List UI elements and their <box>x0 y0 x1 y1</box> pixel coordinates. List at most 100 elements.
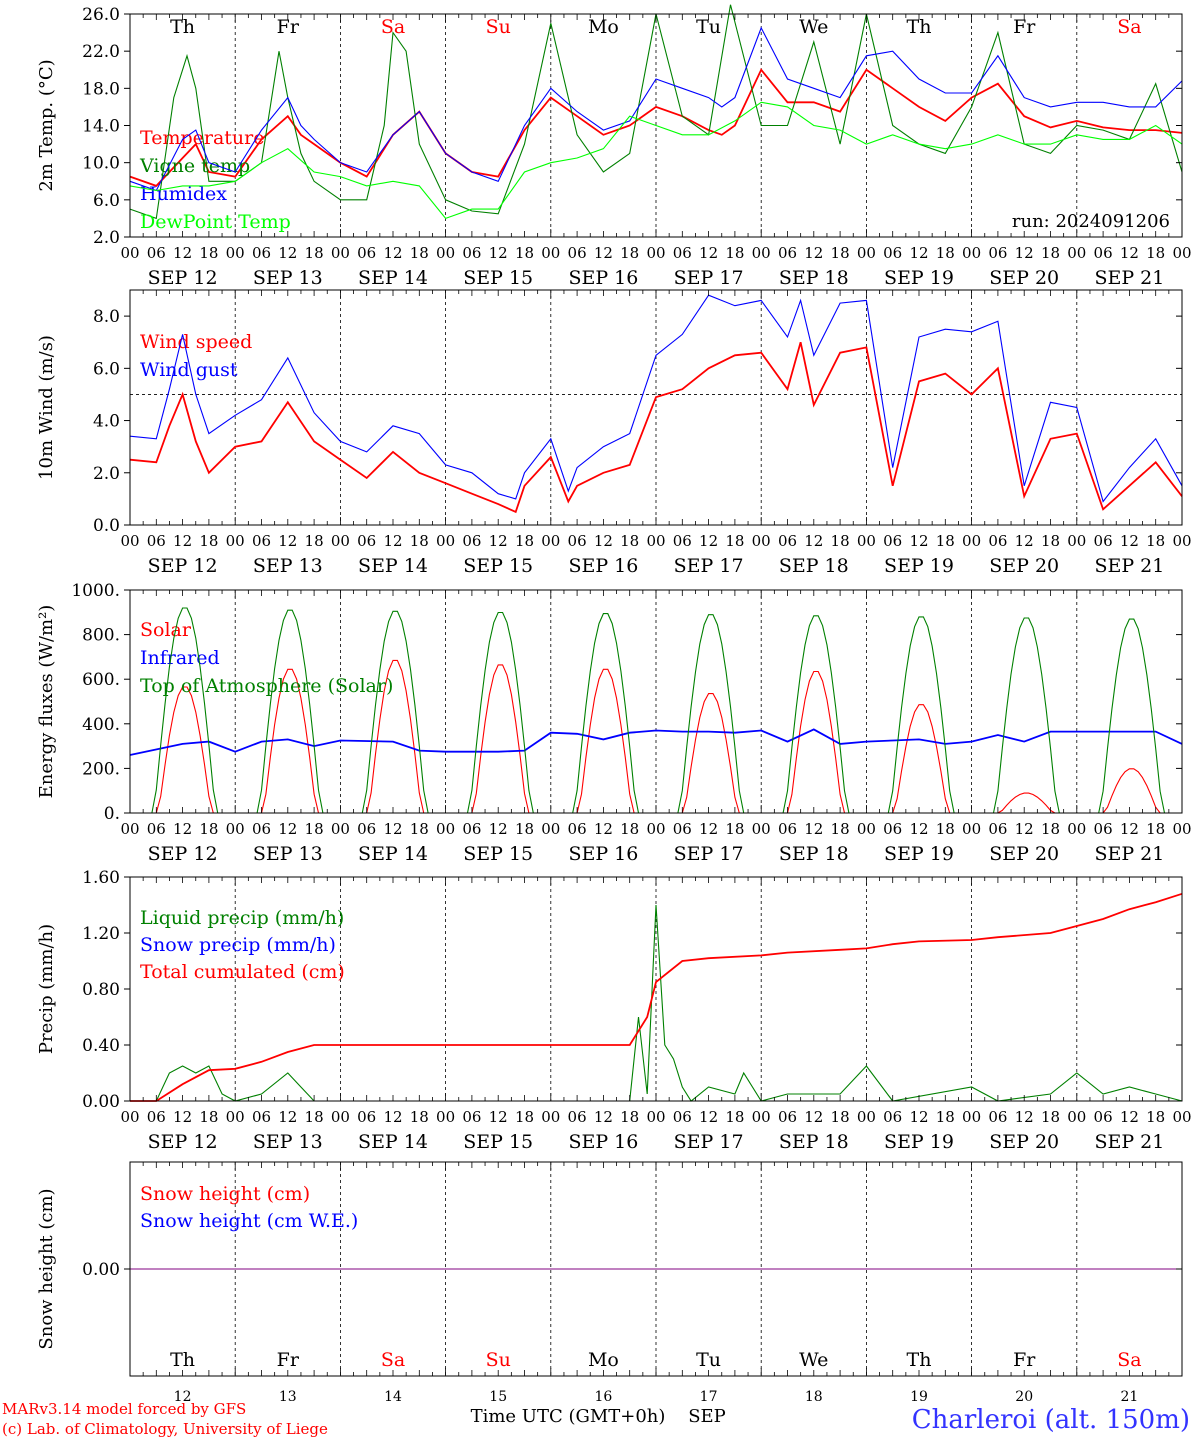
day-abbr-bottom: Th <box>907 1349 932 1371</box>
hour-label: 18 <box>410 1108 429 1126</box>
hour-label: 06 <box>357 244 376 262</box>
date-label: SEP 20 <box>989 843 1059 865</box>
date-label: SEP 15 <box>463 843 533 865</box>
hour-label: 12 <box>699 244 718 262</box>
date-label: SEP 16 <box>568 555 638 577</box>
date-label: SEP 14 <box>358 267 428 289</box>
hour-label: 12 <box>909 532 928 550</box>
hour-label: 12 <box>1015 1108 1034 1126</box>
legend-temp-2: Humidex <box>140 183 227 205</box>
run-annotation: run: 2024091206 <box>1012 211 1170 232</box>
hour-label: 06 <box>147 244 166 262</box>
hour-label: 06 <box>357 532 376 550</box>
hour-label: 06 <box>883 532 902 550</box>
date-label: SEP 19 <box>884 843 954 865</box>
hour-label: 00 <box>541 1108 560 1126</box>
hour-label: 00 <box>1172 244 1191 262</box>
hour-label: 06 <box>252 532 271 550</box>
hour-label: 06 <box>462 820 481 838</box>
date-label: SEP 17 <box>674 555 744 577</box>
hour-label: 00 <box>962 820 981 838</box>
hour-label: 12 <box>278 244 297 262</box>
series-temp-1 <box>129 4 1183 220</box>
hour-label: 12 <box>909 1108 928 1126</box>
x-axis-label: Time UTC (GMT+0h) <box>471 1406 666 1427</box>
y-tick-label: 6.0 <box>93 191 120 211</box>
y-axis-label: Snow height (cm) <box>36 1188 57 1349</box>
date-label: SEP 14 <box>358 843 428 865</box>
footer-model: MARv3.14 model forced by GFS <box>2 1400 246 1418</box>
hour-label: 18 <box>936 532 955 550</box>
hour-label: 12 <box>489 820 508 838</box>
legend-precip-2: Total cumulated (cm) <box>140 961 345 983</box>
hour-label: 00 <box>857 244 876 262</box>
hour-label: 00 <box>436 820 455 838</box>
hour-label: 00 <box>1067 820 1086 838</box>
date-label: SEP 12 <box>148 555 218 577</box>
y-tick-label: 600. <box>82 670 120 690</box>
day-abbr-top: Mo <box>588 16 619 38</box>
hour-label: 06 <box>883 244 902 262</box>
hour-label: 06 <box>778 1108 797 1126</box>
date-label: SEP 13 <box>253 555 323 577</box>
legend-temp-3: DewPoint Temp <box>140 211 291 233</box>
y-tick-label: 14.0 <box>82 117 120 137</box>
hour-label: 12 <box>804 532 823 550</box>
day-abbr-top: Tu <box>696 16 721 38</box>
hour-label: 00 <box>120 532 139 550</box>
y-tick-label: 1000. <box>71 581 120 601</box>
date-label: SEP 15 <box>463 267 533 289</box>
date-label: SEP 18 <box>779 843 849 865</box>
day-number: 13 <box>279 1389 297 1405</box>
hour-label: 06 <box>673 244 692 262</box>
hour-label: 18 <box>1041 244 1060 262</box>
hour-label: 18 <box>725 820 744 838</box>
legend-precip-1: Snow precip (mm/h) <box>140 934 336 956</box>
hour-label: 00 <box>120 820 139 838</box>
legend-precip-0: Liquid precip (mm/h) <box>140 907 344 929</box>
hour-label: 12 <box>278 1108 297 1126</box>
hour-label: 06 <box>252 1108 271 1126</box>
date-label: SEP 15 <box>463 1131 533 1153</box>
hour-label: 18 <box>1041 820 1060 838</box>
hour-label: 00 <box>962 1108 981 1126</box>
day-abbr-bottom: Tu <box>696 1349 721 1371</box>
date-label: SEP 20 <box>989 555 1059 577</box>
hour-label: 00 <box>120 244 139 262</box>
date-label: SEP 12 <box>148 843 218 865</box>
panel-temp: Temperature Vigne temp Humidex DewPoint Tem… <box>36 4 1192 289</box>
plot-frame <box>129 589 1183 814</box>
y-tick-label: 8.0 <box>93 307 120 327</box>
series-energy-1 <box>129 728 1183 756</box>
hour-label: 06 <box>568 1108 587 1126</box>
y-axis-label: Energy fluxes (W/m²) <box>36 605 57 799</box>
hour-label: 12 <box>804 1108 823 1126</box>
date-label: SEP 20 <box>989 267 1059 289</box>
hour-label: 12 <box>1120 1108 1139 1126</box>
date-label: SEP 16 <box>568 843 638 865</box>
y-tick-label: 0. <box>104 804 120 824</box>
hour-label: 12 <box>699 532 718 550</box>
y-axis-label: 10m Wind (m/s) <box>36 335 57 480</box>
hour-label: 12 <box>594 820 613 838</box>
hour-label: 06 <box>147 532 166 550</box>
hour-label: 12 <box>909 820 928 838</box>
day-abbr-bottom: Sa <box>1117 1349 1141 1371</box>
hour-label: 06 <box>147 820 166 838</box>
date-label: SEP 21 <box>1094 267 1164 289</box>
hour-label: 18 <box>1041 532 1060 550</box>
series-precip-2 <box>130 892 1183 1102</box>
hour-label: 00 <box>331 532 350 550</box>
hour-label: 00 <box>646 244 665 262</box>
hour-label: 12 <box>909 244 928 262</box>
legend-temp-1: Vigne temp <box>139 155 250 177</box>
y-tick-label: 800. <box>82 626 120 646</box>
day-abbr-top: We <box>799 16 828 38</box>
day-abbr-bottom: Mo <box>588 1349 619 1371</box>
legend-snow-1: Snow height (cm W.E.) <box>140 1210 358 1232</box>
day-number: 17 <box>700 1389 718 1405</box>
hour-label: 18 <box>305 820 324 838</box>
y-tick-label: 0.40 <box>82 1036 120 1056</box>
hour-label: 18 <box>936 820 955 838</box>
panel-precip: Liquid precip (mm/h) Snow precip (mm/h) To… <box>36 868 1192 1153</box>
